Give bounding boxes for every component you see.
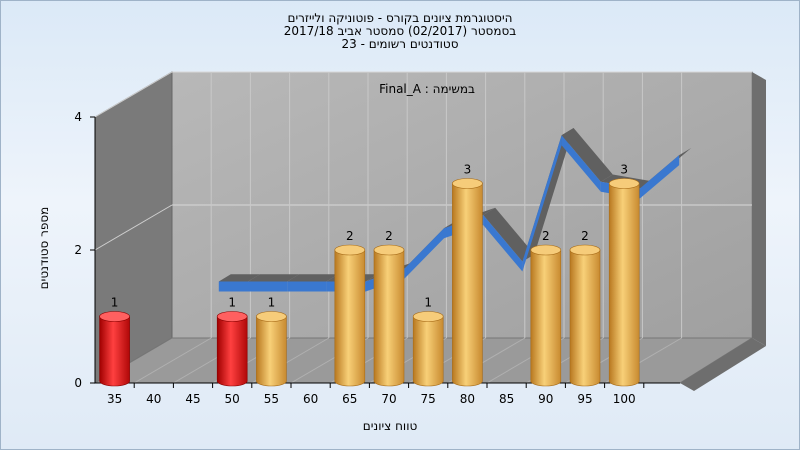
bar-body bbox=[334, 249, 366, 387]
x-tick-label: 55 bbox=[264, 392, 279, 406]
y-tick-label: 0 bbox=[74, 376, 82, 390]
bar-top bbox=[452, 178, 483, 189]
ribbon-top-segment bbox=[483, 207, 535, 262]
bar-body bbox=[373, 249, 405, 387]
bar-top bbox=[569, 244, 601, 256]
bar-75: 1 bbox=[412, 296, 444, 387]
bar-value-label: 1 bbox=[268, 296, 276, 310]
ribbon-top-segment bbox=[561, 128, 613, 182]
bar-top bbox=[256, 311, 287, 322]
x-tick-label: 45 bbox=[185, 392, 200, 406]
x-axis-label: טווח ציונים bbox=[363, 419, 418, 433]
bar-90: 2 bbox=[530, 229, 562, 387]
bars-series: 1 1 1 2 2 1 3 2 2 3 bbox=[99, 163, 640, 387]
bar-value-label: 1 bbox=[228, 296, 236, 310]
x-tick-label: 100 bbox=[613, 392, 636, 406]
y-tick-label: 2 bbox=[74, 243, 82, 257]
bar-value-label: 3 bbox=[464, 163, 472, 177]
x-axis: 35 40 45 50 55 60 65 70 75 80 85 90 95 100 bbox=[95, 382, 680, 406]
bar-top bbox=[216, 311, 248, 322]
x-tick-label: 80 bbox=[460, 392, 475, 406]
ribbon-top-segment bbox=[248, 274, 300, 282]
title-line-2: בסמסטר (02/2017) סמסטר אביב 2017/18 bbox=[283, 24, 517, 38]
x-tick-label: 95 bbox=[577, 392, 592, 406]
bar-value-label: 2 bbox=[385, 229, 393, 243]
floor-right-edge bbox=[680, 338, 766, 391]
ribbon-front-segment bbox=[483, 215, 523, 272]
bar-top bbox=[608, 178, 640, 189]
back-wall-right-edge bbox=[752, 72, 766, 346]
x-tick-label: 50 bbox=[225, 392, 240, 406]
ribbon-front-segment bbox=[287, 281, 327, 292]
y-tick-label: 4 bbox=[74, 110, 82, 124]
chart-title: היסטוגרמת ציונים בקורס - פוטוניקה ולייזר… bbox=[200, 12, 600, 51]
ribbon-front-segment bbox=[561, 135, 601, 192]
bar-body bbox=[452, 183, 483, 387]
x-tick-label: 35 bbox=[107, 392, 122, 406]
bar-body bbox=[256, 316, 287, 387]
bar-value-label: 2 bbox=[581, 229, 589, 243]
bar-35: 1 bbox=[99, 296, 130, 387]
bar-body bbox=[569, 249, 601, 387]
bar-top bbox=[99, 311, 130, 322]
bar-50: 1 bbox=[216, 296, 248, 387]
bar-95: 2 bbox=[569, 229, 601, 387]
ribbon-front-segment bbox=[248, 281, 288, 292]
bar-65: 2 bbox=[334, 229, 366, 387]
bar-value-label: 1 bbox=[111, 296, 119, 310]
floor-grid-line bbox=[133, 337, 212, 384]
bar-value-label: 2 bbox=[346, 229, 354, 243]
x-tick-label: 90 bbox=[538, 392, 553, 406]
x-tick-label: 40 bbox=[146, 392, 161, 406]
bar-value-label: 3 bbox=[620, 163, 628, 177]
bar-top bbox=[373, 244, 405, 256]
bar-80: 3 bbox=[452, 163, 483, 387]
title-line-1: היסטוגרמת ציונים בקורס - פוטוניקה ולייזר… bbox=[287, 11, 513, 25]
bar-100: 3 bbox=[608, 163, 640, 387]
x-tick-label: 65 bbox=[342, 392, 357, 406]
ribbon-top-segment bbox=[218, 274, 260, 282]
bar-top bbox=[334, 244, 366, 256]
x-tick-label: 85 bbox=[499, 392, 514, 406]
ribbon-front-segment bbox=[522, 135, 562, 272]
grid-line-side bbox=[94, 204, 173, 251]
bar-value-label: 1 bbox=[424, 296, 432, 310]
bar-value-label: 2 bbox=[542, 229, 550, 243]
ribbon-top-segment bbox=[287, 274, 339, 282]
title-line-3: סטודנטים רשומים - 23 bbox=[341, 37, 459, 51]
ribbon-front-segment bbox=[404, 228, 444, 279]
y-axis-label: מספר סטודנטים bbox=[37, 207, 51, 290]
bar-top bbox=[412, 311, 444, 322]
bar-body bbox=[99, 316, 130, 387]
bar-70: 2 bbox=[373, 229, 405, 387]
bar-body bbox=[608, 183, 640, 387]
bar-body bbox=[412, 316, 444, 387]
ribbon-front-segment bbox=[640, 155, 680, 199]
annotation-label: במשימה : Final_A bbox=[379, 82, 475, 96]
bar-body bbox=[530, 249, 562, 387]
x-tick-label: 75 bbox=[421, 392, 436, 406]
bar-top bbox=[530, 244, 562, 256]
x-tick-label: 70 bbox=[381, 392, 396, 406]
ribbon-front-segment bbox=[218, 281, 248, 292]
grid-line-side bbox=[94, 71, 173, 118]
bar-55: 1 bbox=[256, 296, 287, 387]
y-axis: 0 2 4 bbox=[74, 110, 96, 390]
x-tick-label: 60 bbox=[303, 392, 318, 406]
bar-body bbox=[216, 316, 248, 387]
